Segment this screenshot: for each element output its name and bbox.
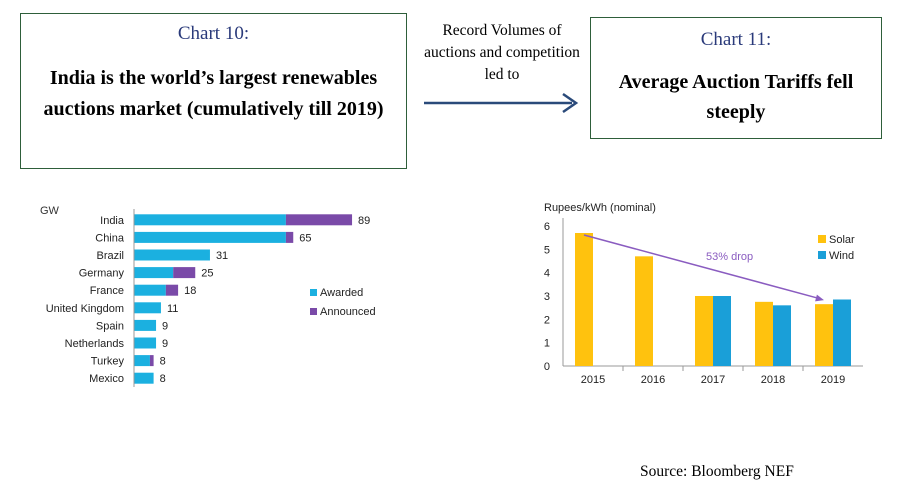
- bar-awarded: [134, 319, 157, 331]
- legend-swatch: [310, 308, 317, 315]
- legend-label: Wind: [829, 250, 854, 262]
- right-arrow-icon: [424, 92, 579, 114]
- bar-announced: [165, 284, 179, 296]
- y-tick-label: 6: [544, 221, 550, 233]
- chart11-headline: Average Auction Tariffs fell steeply: [618, 71, 854, 123]
- bar-solar: [695, 296, 713, 366]
- legend-swatch: [310, 289, 317, 296]
- y-tick-label: 4: [544, 268, 550, 280]
- bar-awarded: [134, 372, 154, 384]
- legend-swatch: [818, 251, 826, 259]
- drop-arrow: [583, 234, 819, 299]
- connector-text: Record Volumes of auctions and competiti…: [424, 22, 580, 83]
- y-tick-label: 3: [544, 291, 550, 303]
- bar-awarded: [134, 231, 286, 243]
- bar-announced: [285, 214, 353, 226]
- value-label: 9: [162, 338, 168, 350]
- chart10-title-box: Chart 10: India is the world’s largest r…: [20, 13, 407, 169]
- x-tick-label: 2018: [761, 374, 785, 386]
- drop-arrow-head: [815, 294, 824, 302]
- unit-label: GW: [40, 205, 60, 217]
- bar-awarded: [134, 284, 166, 296]
- y-tick-label: 0: [544, 361, 550, 373]
- bar-awarded: [134, 302, 161, 314]
- category-label: Spain: [96, 320, 124, 332]
- x-tick-label: 2017: [701, 374, 725, 386]
- value-label: 8: [160, 356, 166, 368]
- value-label: 9: [162, 320, 168, 332]
- category-label: Brazil: [96, 250, 124, 262]
- category-label: Germany: [79, 268, 125, 280]
- legend-swatch: [818, 235, 826, 243]
- chart10-label: Chart 10:: [177, 23, 250, 44]
- chart11-title-box: Chart 11: Average Auction Tariffs fell s…: [590, 17, 882, 139]
- chart10-headline: India is the world’s largest renewables …: [43, 67, 384, 120]
- category-label: United Kingdom: [46, 303, 124, 315]
- bar-awarded: [134, 337, 157, 349]
- bar-wind: [773, 305, 791, 366]
- value-label: 89: [358, 215, 370, 227]
- bar-announced: [285, 231, 294, 243]
- category-label: Turkey: [91, 356, 125, 368]
- bar-solar: [635, 256, 653, 366]
- bar-wind: [713, 296, 731, 366]
- legend-label: Awarded: [320, 287, 363, 299]
- value-label: 25: [201, 268, 213, 280]
- legend-label: Solar: [829, 234, 855, 246]
- value-label: 8: [160, 373, 166, 385]
- legend-label: Announced: [320, 306, 376, 318]
- bar-awarded: [134, 267, 174, 279]
- category-label: India: [100, 215, 125, 227]
- x-tick-label: 2016: [641, 374, 665, 386]
- y-tick-label: 2: [544, 314, 550, 326]
- value-label: 11: [167, 303, 178, 315]
- bar-solar: [815, 304, 833, 366]
- value-label: 18: [184, 285, 196, 297]
- bar-wind: [833, 299, 851, 366]
- value-label: 65: [299, 232, 311, 244]
- bar-awarded: [134, 249, 210, 261]
- value-label: 31: [216, 250, 228, 262]
- bar-solar: [575, 233, 593, 366]
- bar-awarded: [134, 214, 286, 226]
- bar-awarded: [134, 355, 150, 367]
- category-label: France: [90, 285, 124, 297]
- x-tick-label: 2015: [581, 374, 605, 386]
- category-label: China: [95, 232, 125, 244]
- y-tick-label: 5: [544, 244, 550, 256]
- bar-announced: [173, 267, 196, 279]
- x-tick-label: 2019: [821, 374, 845, 386]
- y-tick-label: 1: [544, 338, 550, 350]
- y-axis-title: Rupees/kWh (nominal): [544, 202, 656, 214]
- category-label: Netherlands: [65, 338, 125, 350]
- category-label: Mexico: [89, 373, 124, 385]
- source-note: Source: Bloomberg NEF: [640, 463, 794, 480]
- chart11-label: Chart 11:: [700, 29, 772, 50]
- drop-annotation: 53% drop: [706, 251, 753, 263]
- tariff-bar-chart: Rupees/kWh (nominal) 0 1 2 3 4 5 6 2015 2016 2017 2…: [544, 202, 863, 386]
- bar-solar: [755, 301, 773, 366]
- bar-announced: [149, 355, 154, 367]
